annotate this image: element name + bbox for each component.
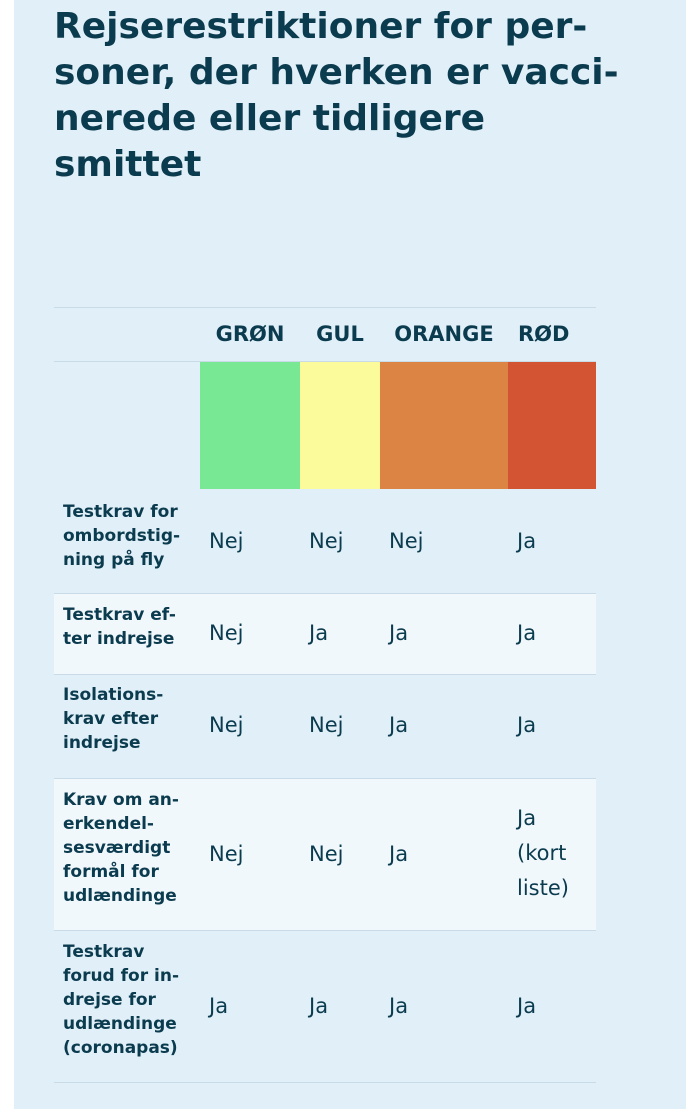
cell-gul: Ja [309,621,329,645]
cell-orange: Ja [389,621,409,645]
table-row: Testkrav ef-ter indrejse Nej Ja Ja Ja [54,594,596,674]
row-divider [54,930,596,931]
cell-rod: Ja [517,529,537,553]
cell-gul: Nej [309,842,344,866]
row-label: Isolations-krav efter indrejse [63,685,164,753]
cell-gron: Nej [209,621,244,645]
row-label: Testkrav ef-ter indrejse [63,605,176,649]
title-line: smittet [54,144,202,185]
swatch-yellow [300,362,380,489]
column-header-gul: GUL [316,322,364,346]
row-divider [54,674,596,675]
cell-gul: Ja [309,994,329,1018]
cell-rod: Ja [517,994,537,1018]
title-line: nerede eller tidligere [54,98,486,139]
cell-gron: Ja [209,994,229,1018]
header-divider [54,361,596,362]
table-bottom-border [54,1082,596,1083]
swatch-green [200,362,300,489]
cell-gron: Nej [209,529,244,553]
cell-orange: Nej [389,529,424,553]
table-row: Testkrav forud for in-drejse for udlænding… [54,931,596,1082]
table-row: Krav om an-erkendel-sesværdigt formål for… [54,779,596,930]
swatch-red [508,362,596,489]
page-title: Rejserestriktioner for per- soner, der h… [54,4,619,188]
cell-gul: Nej [309,713,344,737]
row-label: Testkrav forud for in-drejse for udlænding… [63,942,180,1058]
column-header-orange: ORANGE [394,322,494,346]
row-label: Krav om an-erkendel-sesværdigt formål for… [63,790,179,906]
column-header-rod: RØD [518,322,570,346]
cell-rod: Ja [517,713,537,737]
swatch-orange [380,362,508,489]
title-line: soner, der hverken er vacci- [54,52,619,93]
cell-orange: Ja [389,994,409,1018]
title-line: Rejserestriktioner for per- [54,6,588,47]
cell-gron: Nej [209,842,244,866]
cell-orange: Ja [389,842,409,866]
table-row: Isolations-krav efter indrejse Nej Nej Ja… [54,675,596,778]
row-divider [54,593,596,594]
row-label: Testkrav for ombordstig-ning på fly [63,502,181,570]
table-row: Testkrav for ombordstig-ning på fly Nej N… [54,490,596,593]
row-divider [54,778,596,779]
column-header-gron: GRØN [215,322,285,346]
table-top-border [54,307,596,308]
cell-rod: Ja (kort liste) [517,806,569,900]
cell-gul: Nej [309,529,344,553]
cell-gron: Nej [209,713,244,737]
cell-rod: Ja [517,621,537,645]
cell-orange: Ja [389,713,409,737]
